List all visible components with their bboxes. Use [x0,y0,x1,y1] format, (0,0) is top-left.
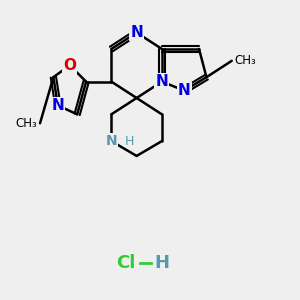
Text: N: N [130,25,143,40]
Text: N: N [178,83,190,98]
Text: H: H [154,254,169,272]
Text: O: O [63,58,76,73]
Text: N: N [52,98,64,113]
Text: Cl: Cl [116,254,136,272]
Text: N: N [106,134,117,148]
Text: CH₃: CH₃ [235,54,256,67]
Text: H: H [125,135,134,148]
Text: CH₃: CH₃ [15,117,37,130]
Text: N: N [155,74,168,89]
